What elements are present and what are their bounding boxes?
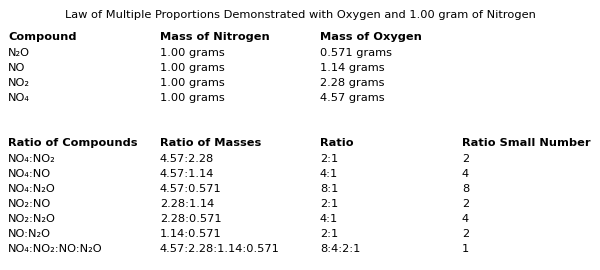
Text: 2: 2 [462, 229, 469, 239]
Text: NO₄:NO₂:NO:N₂O: NO₄:NO₂:NO:N₂O [8, 244, 103, 254]
Text: 8: 8 [462, 184, 469, 194]
Text: 1.00 grams: 1.00 grams [160, 63, 225, 73]
Text: NO₄: NO₄ [8, 93, 30, 103]
Text: Ratio of Compounds: Ratio of Compounds [8, 138, 137, 148]
Text: 4:1: 4:1 [320, 214, 338, 224]
Text: 4: 4 [462, 169, 469, 179]
Text: Mass of Oxygen: Mass of Oxygen [320, 32, 422, 42]
Text: 2.28:0.571: 2.28:0.571 [160, 214, 221, 224]
Text: 2.28:1.14: 2.28:1.14 [160, 199, 214, 209]
Text: Ratio Small Number: Ratio Small Number [462, 138, 590, 148]
Text: 4.57:0.571: 4.57:0.571 [160, 184, 222, 194]
Text: 2.28 grams: 2.28 grams [320, 78, 385, 88]
Text: 1.00 grams: 1.00 grams [160, 93, 225, 103]
Text: 1.00 grams: 1.00 grams [160, 48, 225, 58]
Text: 1: 1 [462, 244, 469, 254]
Text: 0.571 grams: 0.571 grams [320, 48, 392, 58]
Text: N₂O: N₂O [8, 48, 30, 58]
Text: NO: NO [8, 63, 25, 73]
Text: 2:1: 2:1 [320, 229, 338, 239]
Text: 1.00 grams: 1.00 grams [160, 78, 225, 88]
Text: Compound: Compound [8, 32, 77, 42]
Text: NO₂:NO: NO₂:NO [8, 199, 51, 209]
Text: 2: 2 [462, 199, 469, 209]
Text: 4.57:2.28:1.14:0.571: 4.57:2.28:1.14:0.571 [160, 244, 280, 254]
Text: NO₄:NO₂: NO₄:NO₂ [8, 154, 56, 164]
Text: NO:N₂O: NO:N₂O [8, 229, 51, 239]
Text: NO₂: NO₂ [8, 78, 30, 88]
Text: 4: 4 [462, 214, 469, 224]
Text: 2:1: 2:1 [320, 199, 338, 209]
Text: 2:1: 2:1 [320, 154, 338, 164]
Text: 1.14 grams: 1.14 grams [320, 63, 385, 73]
Text: NO₄:NO: NO₄:NO [8, 169, 51, 179]
Text: 4.57 grams: 4.57 grams [320, 93, 385, 103]
Text: Mass of Nitrogen: Mass of Nitrogen [160, 32, 270, 42]
Text: 4.57:2.28: 4.57:2.28 [160, 154, 214, 164]
Text: 1.14:0.571: 1.14:0.571 [160, 229, 222, 239]
Text: Law of Multiple Proportions Demonstrated with Oxygen and 1.00 gram of Nitrogen: Law of Multiple Proportions Demonstrated… [65, 10, 535, 20]
Text: NO₄:N₂O: NO₄:N₂O [8, 184, 56, 194]
Text: 2: 2 [462, 154, 469, 164]
Text: 4:1: 4:1 [320, 169, 338, 179]
Text: 8:1: 8:1 [320, 184, 338, 194]
Text: NO₂:N₂O: NO₂:N₂O [8, 214, 56, 224]
Text: 4.57:1.14: 4.57:1.14 [160, 169, 214, 179]
Text: Ratio of Masses: Ratio of Masses [160, 138, 261, 148]
Text: Ratio: Ratio [320, 138, 353, 148]
Text: 8:4:2:1: 8:4:2:1 [320, 244, 361, 254]
